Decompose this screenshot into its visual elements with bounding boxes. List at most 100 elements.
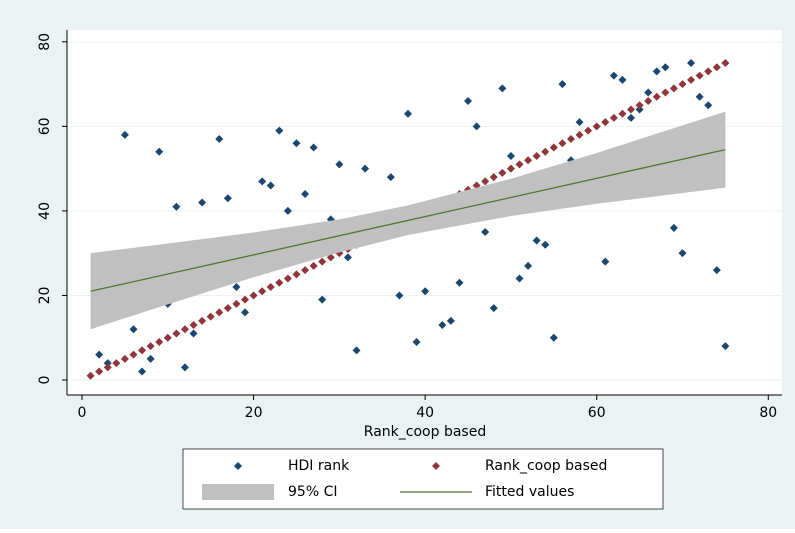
point [335,160,344,169]
legend-label: Rank_coop based [485,458,607,474]
point [318,295,327,304]
point [669,84,678,93]
point [275,126,284,135]
point [549,143,558,152]
legend-label: HDI rank [288,458,350,474]
point [506,151,515,160]
point [618,109,627,118]
point [275,278,284,287]
point [721,342,730,351]
legend-label: Fitted values [485,484,574,500]
point [721,58,730,67]
point [455,278,464,287]
point [146,354,155,363]
point [138,346,147,355]
point [198,316,207,325]
point [704,67,713,76]
point [652,67,661,76]
point [129,325,138,334]
point [498,84,507,93]
point [464,97,473,106]
point [421,287,430,296]
point [155,147,164,156]
point [120,130,129,139]
point [498,168,507,177]
point [575,118,584,127]
point [240,308,249,317]
point [609,113,618,122]
point [601,257,610,266]
x-axis-title: Rank_coop based [364,424,486,440]
point [155,337,164,346]
point [627,113,636,122]
point [541,240,550,249]
point [558,139,567,148]
point [695,92,704,101]
point [481,177,490,186]
legend-marker [202,484,274,500]
point [635,105,644,114]
y-tick-label: 20 [37,287,53,305]
point [223,194,232,203]
point [446,316,455,325]
point [180,363,189,372]
point [95,350,104,359]
x-tick-label: 0 [78,405,87,421]
y-tick-label: 0 [37,376,53,385]
point [515,160,524,169]
point [180,325,189,334]
point [138,367,147,376]
point [189,329,198,338]
point [129,350,138,359]
point [112,359,121,368]
point [712,266,721,275]
point [438,321,447,330]
point [609,71,618,80]
y-tick-label: 60 [37,117,53,135]
point [189,321,198,330]
point [361,164,370,173]
point [566,135,575,144]
point [592,122,601,131]
point [163,333,172,342]
point [532,236,541,245]
point [386,173,395,182]
point [704,101,713,110]
x-tick-label: 60 [588,405,606,421]
point [712,63,721,72]
point [343,253,352,262]
point [301,190,310,199]
point [601,118,610,127]
point [258,177,267,186]
point [635,101,644,110]
point [687,58,696,67]
x-tick-label: 40 [416,405,434,421]
point [575,130,584,139]
point [506,164,515,173]
point [232,299,241,308]
point [292,139,301,148]
point [292,270,301,279]
point [103,363,112,372]
point [206,312,215,321]
point [558,80,567,89]
point [172,329,181,338]
point [309,143,318,152]
point [661,88,670,97]
point [249,291,258,300]
point [524,156,533,165]
point [215,135,224,144]
point [266,283,275,292]
point [489,173,498,182]
point [532,151,541,160]
point [318,257,327,266]
point [95,367,104,376]
point [541,147,550,156]
point [549,333,558,342]
point [584,126,593,135]
point [403,109,412,118]
legend-marker [432,462,440,470]
point [198,198,207,207]
point [120,354,129,363]
